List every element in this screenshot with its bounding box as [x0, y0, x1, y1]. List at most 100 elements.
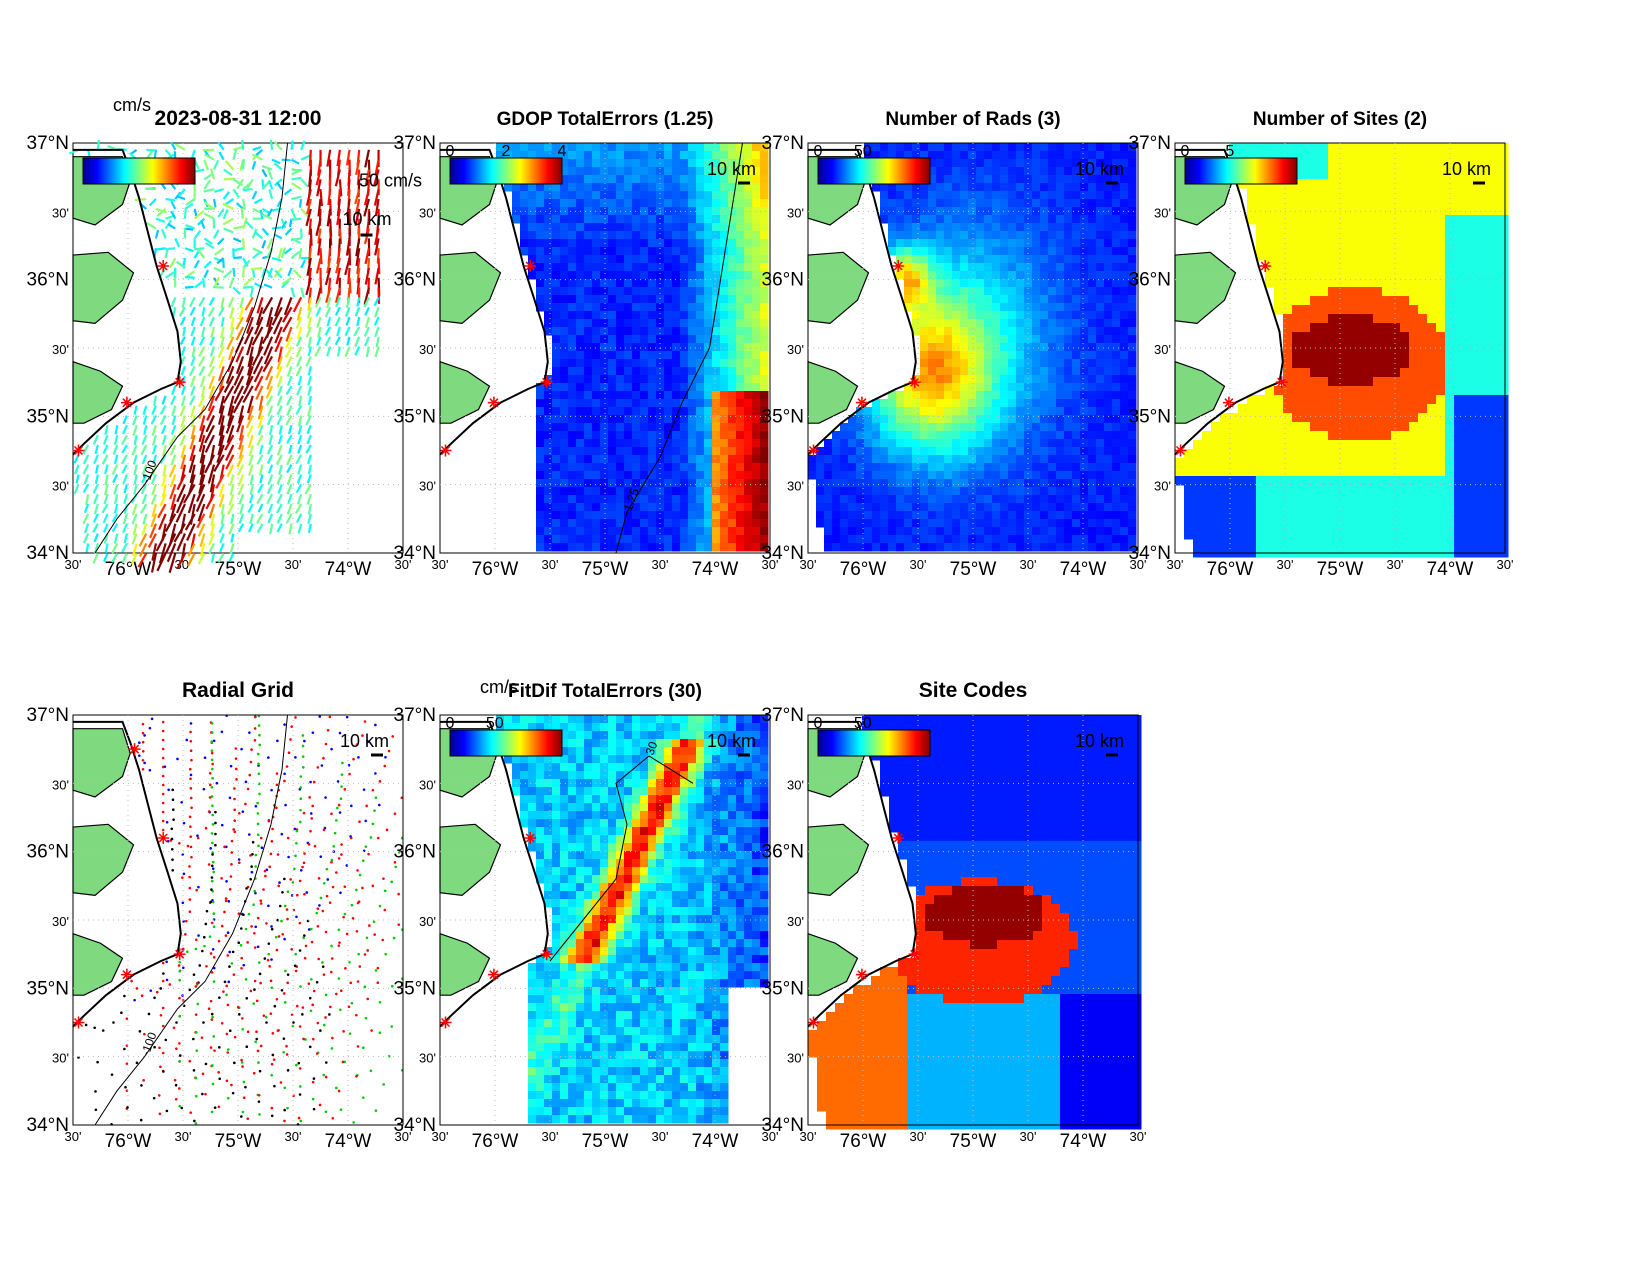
grid-cell	[672, 223, 681, 232]
grid-cell	[592, 407, 601, 416]
current-vector	[223, 177, 236, 181]
current-vector	[92, 483, 99, 494]
grid-cell	[1120, 175, 1129, 184]
grid-cell	[1355, 332, 1365, 342]
grid-cell	[680, 327, 689, 336]
grid-cell	[992, 471, 1001, 480]
grid-cell	[808, 463, 817, 472]
grid-cell	[992, 399, 1001, 408]
current-vector	[275, 365, 283, 379]
grid-cell	[936, 287, 945, 296]
current-vector	[353, 326, 361, 337]
grid-cell	[920, 223, 929, 232]
current-vector	[203, 201, 215, 210]
lon-tick-label: 30'	[762, 557, 779, 572]
grid-cell	[1064, 271, 1073, 280]
current-vector	[151, 405, 157, 415]
grid-cell	[1072, 407, 1081, 416]
current-vector	[277, 346, 283, 363]
grid-cell	[680, 503, 689, 512]
current-vector	[174, 143, 186, 151]
grid-cell	[680, 495, 689, 504]
grid-cell	[1274, 413, 1284, 423]
grid-cell	[864, 511, 873, 520]
grid-cell	[1056, 263, 1065, 272]
grid-cell	[1283, 224, 1293, 234]
grid-cell	[1040, 295, 1049, 304]
grid-cell	[1328, 197, 1338, 207]
grid-cell	[1310, 287, 1320, 297]
grid-cell	[1283, 206, 1293, 216]
grid-cell	[568, 383, 577, 392]
grid-cell	[1056, 215, 1065, 224]
grid-cell	[720, 527, 729, 536]
grid-cell	[1080, 159, 1089, 168]
current-vector	[307, 405, 312, 417]
grid-cell	[1265, 413, 1275, 423]
grid-cell	[1112, 463, 1121, 472]
grid-cell	[960, 199, 969, 208]
grid-cell	[640, 391, 649, 400]
grid-cell	[648, 455, 657, 464]
grid-cell	[896, 455, 905, 464]
grid-cell	[1120, 407, 1129, 416]
grid-cell	[640, 487, 649, 496]
grid-cell	[1032, 487, 1041, 496]
grid-cell	[1337, 323, 1347, 333]
grid-cell	[560, 407, 569, 416]
grid-cell	[704, 543, 713, 552]
current-vector	[225, 198, 234, 205]
grid-cell	[1112, 511, 1121, 520]
grid-cell	[1292, 341, 1302, 351]
grid-cell	[1364, 260, 1374, 270]
current-vector	[184, 285, 194, 289]
grid-cell	[704, 503, 713, 512]
grid-cell	[552, 391, 561, 400]
grid-cell	[688, 231, 697, 240]
grid-cell	[888, 215, 897, 224]
grid-cell	[1220, 413, 1230, 423]
grid-cell	[1310, 539, 1320, 549]
grid-cell	[584, 335, 593, 344]
grid-cell	[944, 199, 953, 208]
current-vector	[241, 139, 245, 150]
current-vector	[151, 444, 157, 455]
grid-cell	[1120, 415, 1129, 424]
grid-cell	[720, 151, 729, 160]
grid-cell	[552, 223, 561, 232]
grid-cell	[560, 527, 569, 536]
grid-cell	[968, 159, 977, 168]
current-vector	[230, 513, 235, 525]
grid-cell	[1364, 422, 1374, 432]
grid-cell	[1193, 503, 1203, 513]
grid-cell	[624, 335, 633, 344]
grid-cell	[1120, 487, 1129, 496]
current-vector	[286, 474, 293, 486]
grid-cell	[1008, 175, 1017, 184]
grid-cell	[952, 471, 961, 480]
grid-cell	[1000, 359, 1009, 368]
grid-cell	[720, 343, 729, 352]
grid-cell	[720, 447, 729, 456]
current-vector	[199, 454, 206, 476]
grid-cell	[952, 391, 961, 400]
current-vector	[261, 296, 274, 315]
grid-cell	[728, 415, 737, 424]
grid-cell	[1310, 404, 1320, 414]
grid-cell	[1337, 476, 1347, 486]
grid-cell	[968, 479, 977, 488]
grid-cell	[624, 239, 633, 248]
grid-cell	[568, 471, 577, 480]
current-vector	[131, 533, 138, 545]
grid-cell	[1292, 242, 1302, 252]
grid-cell	[1319, 152, 1329, 162]
colorbar-tick-label: 50	[854, 143, 872, 160]
panel-total-currents: 37°N30'36°N30'35°N30'34°N30' 76°W 30' 75°W 3…	[27, 95, 422, 580]
grid-cell	[1104, 287, 1113, 296]
grid-cell	[1337, 269, 1347, 279]
grid-cell	[616, 535, 625, 544]
grid-cell	[696, 495, 705, 504]
current-vector	[229, 474, 235, 486]
grid-cell	[928, 447, 937, 456]
grid-cell	[1301, 242, 1311, 252]
